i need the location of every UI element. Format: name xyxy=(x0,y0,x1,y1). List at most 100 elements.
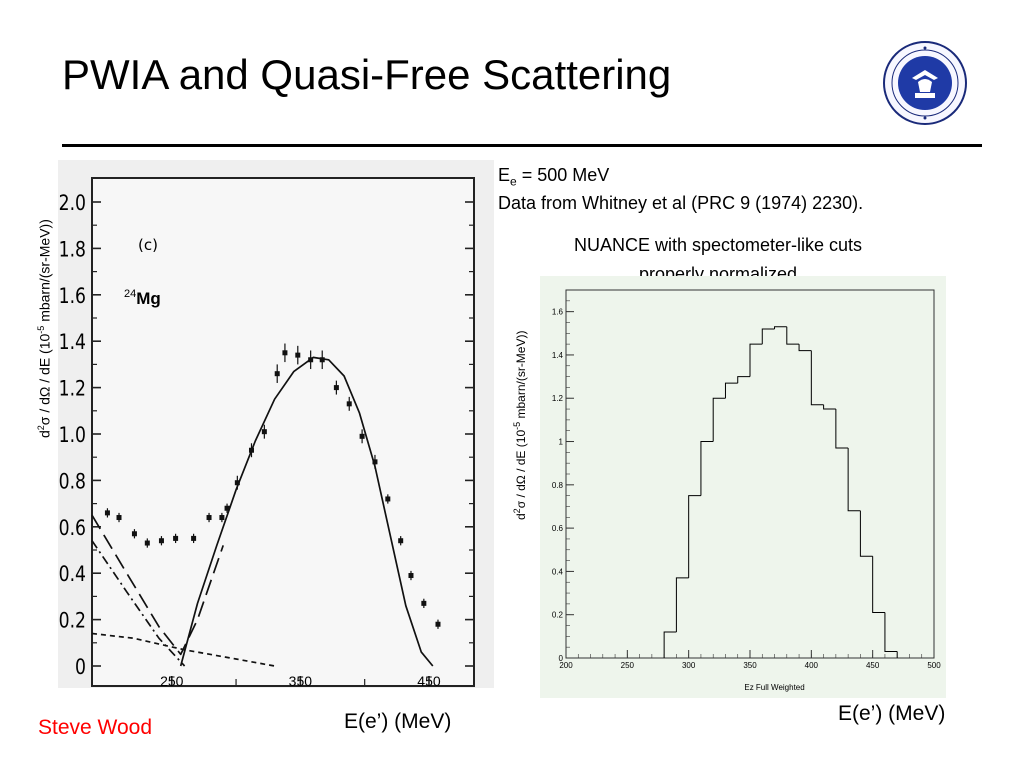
data-point xyxy=(372,459,378,465)
y-title-sup1: 2 xyxy=(36,425,46,431)
y-tick-label: 1 xyxy=(559,438,564,447)
data-point xyxy=(248,447,254,453)
x-tick-label: 500 xyxy=(927,661,941,670)
beam-energy-symbol: E xyxy=(498,165,511,185)
y-tick-label: 0.6 xyxy=(552,524,564,533)
y-tick-label: 1.0 xyxy=(59,422,86,447)
y-tick-label: 1.6 xyxy=(552,308,564,317)
data-point xyxy=(224,505,230,511)
histogram-bin xyxy=(847,448,861,512)
y-title-d: d xyxy=(36,430,53,438)
title-divider xyxy=(62,144,982,147)
data-point xyxy=(308,357,314,363)
data-point xyxy=(421,600,427,606)
histogram-bin xyxy=(675,577,689,633)
x-tick-label: 200 xyxy=(559,661,573,670)
page-title: PWIA and Quasi-Free Scattering xyxy=(62,51,672,98)
beam-energy-note: Ee = 500 MeV xyxy=(498,165,609,189)
histogram-bin xyxy=(823,404,836,410)
left-y-axis-title: d2σ / dΩ / dE (10-5 mbarn/(sr-MeV)) xyxy=(36,168,53,438)
y2-title-mid: σ / dΩ / dE (10 xyxy=(514,429,528,509)
author-name: Steve Wood xyxy=(38,716,153,739)
y-title-sup2: -5 xyxy=(36,325,46,334)
y2-title-sup1: 2 xyxy=(512,508,522,514)
data-point xyxy=(219,515,225,521)
y2-title-d: d xyxy=(514,513,528,520)
target-mass: 24 xyxy=(124,288,136,300)
y-tick-label: 2.0 xyxy=(59,190,86,215)
y2-title-sup2: -5 xyxy=(512,421,522,430)
beam-energy-value: = 500 MeV xyxy=(516,165,610,185)
data-point xyxy=(435,621,441,627)
left-chart: 0 0.2 0.4 0.6 0.8 1.0 1.2 1.4 1.6 1.8 2.0 250 350 450… xyxy=(58,160,494,688)
data-point xyxy=(191,535,197,541)
histogram-bin xyxy=(774,326,787,329)
y-tick-label: 0.8 xyxy=(552,481,564,490)
data-point xyxy=(319,357,325,363)
left-x-axis-title: E(e’) (MeV) xyxy=(344,710,452,733)
data-point xyxy=(346,401,352,407)
histogram-bin xyxy=(859,510,873,557)
y-tick-label: 1.4 xyxy=(552,351,564,360)
data-point xyxy=(359,433,365,439)
university-seal-icon xyxy=(882,40,968,126)
histogram-bin xyxy=(786,326,800,345)
plot-frame xyxy=(91,177,475,687)
data-point xyxy=(408,573,414,579)
x-tick-label: 450 xyxy=(417,673,441,688)
theory-curve-dash-dot xyxy=(91,540,186,667)
data-point xyxy=(234,480,240,486)
data-point xyxy=(295,352,301,358)
beam-energy-subscript: e xyxy=(510,174,517,189)
data-point xyxy=(333,385,339,391)
y-tick-label: 1.8 xyxy=(59,237,86,262)
y-tick-label: 0.4 xyxy=(59,562,86,587)
data-point xyxy=(104,510,110,516)
histogram-bin xyxy=(810,350,824,406)
x-tick-label: 350 xyxy=(289,673,313,688)
data-point xyxy=(385,496,391,502)
histogram-bin xyxy=(663,631,677,658)
simulation-note-line1: NUANCE with spectometer-like cuts xyxy=(573,235,863,255)
data-point xyxy=(116,515,122,521)
x-tick-label: 450 xyxy=(866,661,880,670)
right-y-axis-title: d2σ / dΩ / dE (10-5 mbarn/(sr-MeV)) xyxy=(512,290,528,520)
x-tick-label: 350 xyxy=(743,661,757,670)
y-tick-label: 0.4 xyxy=(552,567,564,576)
data-point xyxy=(144,540,150,546)
data-point xyxy=(173,535,179,541)
x-tick-label: 300 xyxy=(682,661,696,670)
x-tick-label: 400 xyxy=(805,661,819,670)
histogram-bin xyxy=(700,441,714,496)
y2-title-suffix: mbarn/(sr-MeV)) xyxy=(514,330,528,422)
histogram-bin xyxy=(712,397,726,442)
histogram-bin xyxy=(835,409,849,449)
y-title-mid: σ / dΩ / dE (10 xyxy=(36,333,53,426)
plot-background xyxy=(540,276,946,698)
histogram-bin xyxy=(761,328,775,345)
y-tick-label: 1.6 xyxy=(59,283,86,308)
x-tick-label: 250 xyxy=(160,673,184,688)
theory-curve-long-dash xyxy=(91,514,225,656)
y-tick-label: 1.2 xyxy=(59,376,86,401)
histogram-bin xyxy=(724,382,738,399)
target-symbol: Mg xyxy=(136,289,161,308)
y-tick-label: 0 xyxy=(559,654,564,663)
panel-label: (c) xyxy=(138,236,158,254)
right-x-axis-title: E(e’) (MeV) xyxy=(838,702,946,725)
y-title-suffix: mbarn/(sr-MeV)) xyxy=(36,219,53,326)
y-tick-label: 0 xyxy=(75,654,86,679)
y-tick-label: 0.2 xyxy=(552,611,564,620)
data-source-note: Data from Whitney et al (PRC 9 (1974) 22… xyxy=(498,193,864,213)
data-point xyxy=(398,538,404,544)
theory-curve-short-dash xyxy=(91,632,275,667)
x-tick-label: 250 xyxy=(621,661,635,670)
data-point xyxy=(158,538,164,544)
histogram-bin xyxy=(688,495,701,578)
y-tick-label: 1.4 xyxy=(59,330,86,355)
data-point xyxy=(206,515,212,521)
histogram-bin xyxy=(749,343,763,377)
histogram-bin xyxy=(884,612,898,653)
histogram-bin xyxy=(872,556,885,614)
y-tick-label: 0.2 xyxy=(59,608,86,633)
